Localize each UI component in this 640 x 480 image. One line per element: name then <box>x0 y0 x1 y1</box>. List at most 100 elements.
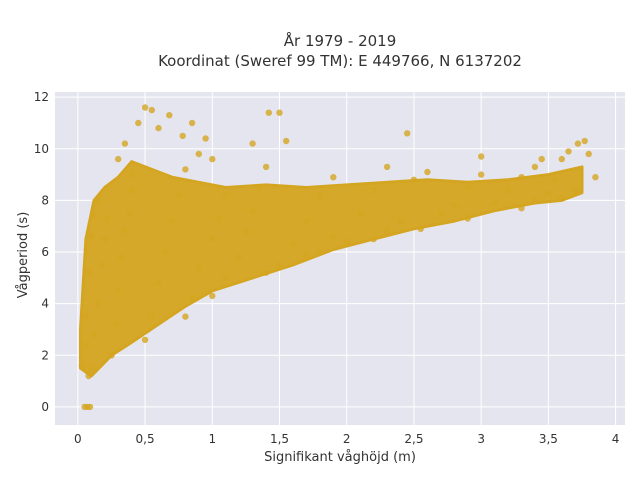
data-point <box>182 166 189 173</box>
data-point <box>404 130 411 137</box>
data-point <box>168 217 176 225</box>
x-tick-label: 1,5 <box>270 432 289 446</box>
data-point <box>478 153 485 160</box>
data-point <box>85 269 92 276</box>
data-point <box>121 228 129 235</box>
data-point <box>330 174 337 181</box>
data-point <box>222 274 229 282</box>
data-point <box>518 174 525 181</box>
data-point <box>112 321 119 328</box>
data-point <box>188 295 196 302</box>
x-tick-label: 4 <box>612 432 620 446</box>
data-point <box>88 365 95 372</box>
data-point <box>81 341 88 349</box>
data-point <box>538 155 545 163</box>
x-tick-label: 3 <box>477 432 485 446</box>
data-point <box>451 202 458 209</box>
data-point <box>179 132 186 140</box>
data-point <box>202 135 209 142</box>
data-point <box>88 233 95 240</box>
data-point <box>370 186 377 194</box>
dense-cluster <box>79 160 584 378</box>
data-point <box>78 362 86 369</box>
x-tick-label: 1 <box>208 432 216 446</box>
data-point <box>115 287 122 294</box>
data-point <box>551 176 559 183</box>
data-point <box>572 186 579 194</box>
data-point <box>148 106 155 114</box>
data-point <box>98 261 106 269</box>
y-tick-label: 8 <box>41 193 49 207</box>
data-point <box>104 215 111 222</box>
data-point <box>262 163 270 171</box>
data-point <box>141 104 149 111</box>
x-tick-label: 0 <box>74 432 82 446</box>
data-point <box>155 124 162 132</box>
data-point <box>166 112 173 119</box>
data-point <box>117 254 125 261</box>
y-tick-label: 6 <box>41 245 49 259</box>
data-point <box>531 163 539 171</box>
data-point <box>101 235 108 243</box>
data-point <box>195 264 202 271</box>
data-point <box>504 186 512 194</box>
data-point <box>283 137 290 145</box>
data-point <box>383 163 391 171</box>
x-axis-ticks: 0 0,5 1 1,5 2 2,5 3 3,5 4 <box>74 432 619 446</box>
y-tick-label: 4 <box>41 297 49 311</box>
data-point <box>410 176 418 183</box>
y-axis-ticks: 0 2 4 6 8 10 12 <box>34 90 49 414</box>
data-point <box>141 336 149 343</box>
y-tick-label: 0 <box>41 400 49 414</box>
data-point <box>135 119 142 127</box>
data-point <box>249 140 256 147</box>
data-point <box>262 269 270 276</box>
x-tick-label: 2,5 <box>404 432 423 446</box>
data-point <box>209 155 216 163</box>
y-tick-label: 2 <box>41 348 49 362</box>
data-point <box>85 372 92 380</box>
data-point <box>182 313 189 320</box>
data-point <box>303 217 310 225</box>
point-cloud <box>79 160 584 378</box>
data-point <box>90 331 98 338</box>
data-point <box>289 241 297 248</box>
data-point <box>370 235 377 243</box>
chart-subtitle: Koordinat (Sweref 99 TM): E 449766, N 61… <box>158 52 522 70</box>
data-point <box>148 313 155 320</box>
data-point <box>90 212 98 220</box>
x-tick-label: 3,5 <box>539 432 558 446</box>
y-tick-label: 10 <box>34 142 49 156</box>
data-point <box>574 140 582 147</box>
data-point <box>316 192 323 199</box>
data-point <box>330 233 337 240</box>
data-point <box>424 168 431 176</box>
data-point <box>464 215 471 222</box>
data-point <box>558 194 565 201</box>
data-point <box>242 228 250 235</box>
data-point <box>417 225 424 232</box>
data-point <box>162 248 169 256</box>
data-point <box>316 248 323 256</box>
data-point <box>125 210 133 217</box>
data-point <box>128 186 135 194</box>
x-tick-label: 2 <box>343 432 351 446</box>
data-point <box>357 210 364 217</box>
data-point <box>303 251 310 258</box>
data-point <box>383 228 391 235</box>
data-point <box>276 109 283 116</box>
data-point <box>236 254 243 261</box>
data-point <box>195 150 202 158</box>
data-point <box>531 197 539 204</box>
data-point <box>121 140 129 147</box>
data-point <box>545 189 552 196</box>
data-point <box>343 238 350 245</box>
data-point <box>108 352 115 359</box>
data-point <box>222 192 229 199</box>
data-point <box>397 217 404 225</box>
data-points <box>78 104 599 411</box>
data-point <box>265 109 272 116</box>
data-point <box>82 313 90 320</box>
data-point <box>437 210 444 217</box>
